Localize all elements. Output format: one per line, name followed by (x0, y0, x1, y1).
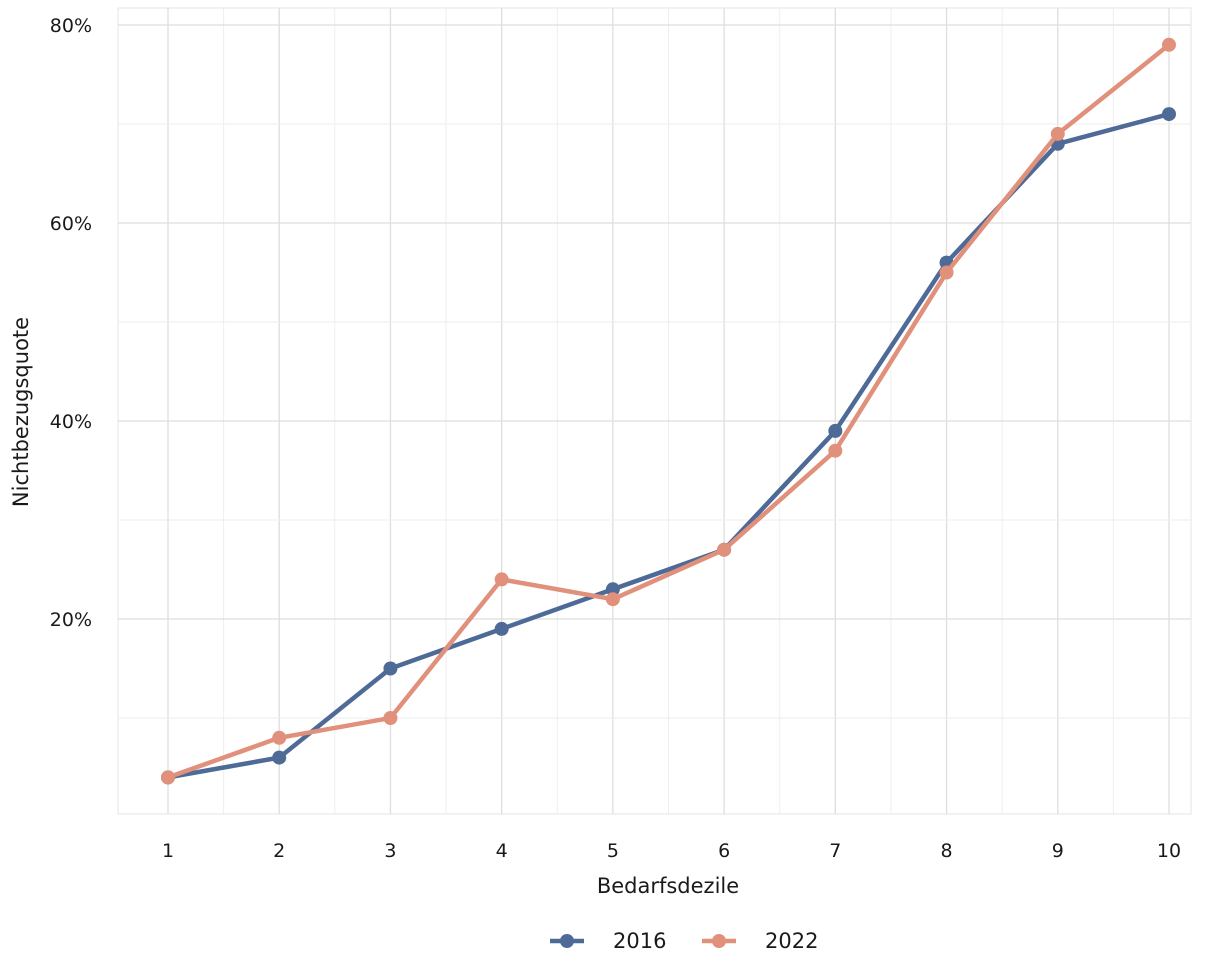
plot-panel (117, 7, 1192, 815)
y-tick-label: 20% (50, 609, 92, 631)
x-tick-label: 3 (384, 840, 396, 862)
data-point-2016 (383, 661, 398, 676)
data-point-2022 (1050, 126, 1065, 141)
legend-label: 2022 (765, 929, 818, 953)
data-point-2016 (605, 582, 620, 597)
x-tick-label: 4 (496, 840, 508, 862)
legend-item-2016: 2016 (550, 929, 666, 953)
series-2022 (161, 37, 1176, 785)
y-axis-title: Nichtbezugsquote (9, 317, 33, 507)
legend-item-2022: 2022 (702, 929, 818, 953)
data-point-2016 (828, 423, 843, 438)
data-point-2016 (1162, 107, 1176, 122)
data-point-2022 (494, 572, 509, 587)
x-tick-label: 6 (718, 840, 730, 862)
x-axis-ticks: 1 2 3 4 5 6 7 8 9 10 (162, 840, 1181, 862)
legend-key-point (712, 934, 726, 948)
data-point-2022 (272, 730, 287, 745)
data-point-2022 (161, 770, 175, 785)
data-point-2022 (605, 592, 620, 607)
series-line-2022 (165, 42, 1172, 780)
x-tick-label: 9 (1052, 840, 1064, 862)
y-tick-label: 60% (50, 213, 92, 235)
data-point-2022 (383, 711, 398, 725)
y-tick-label: 40% (50, 411, 92, 433)
data-point-2022 (717, 542, 732, 557)
y-tick-label: 80% (50, 15, 92, 37)
x-axis-title: Bedarfsdezile (597, 874, 739, 898)
x-tick-label: 7 (829, 840, 841, 862)
data-point-2016 (272, 750, 287, 765)
data-point-2022 (1162, 37, 1176, 52)
x-tick-label: 8 (941, 840, 953, 862)
legend: 2016 2022 (550, 929, 818, 953)
data-point-2022 (939, 265, 954, 280)
data-point-2016 (494, 621, 509, 636)
data-point-2022 (828, 443, 843, 458)
legend-label: 2016 (613, 929, 666, 953)
x-tick-label: 5 (607, 840, 619, 862)
legend-key-point (560, 934, 574, 948)
x-tick-label: 10 (1157, 840, 1181, 862)
x-tick-label: 1 (162, 840, 174, 862)
y-axis-ticks: 20% 40% 60% 80% (50, 15, 92, 631)
series-layer (161, 37, 1176, 785)
grid (117, 7, 1192, 815)
x-tick-label: 2 (273, 840, 285, 862)
